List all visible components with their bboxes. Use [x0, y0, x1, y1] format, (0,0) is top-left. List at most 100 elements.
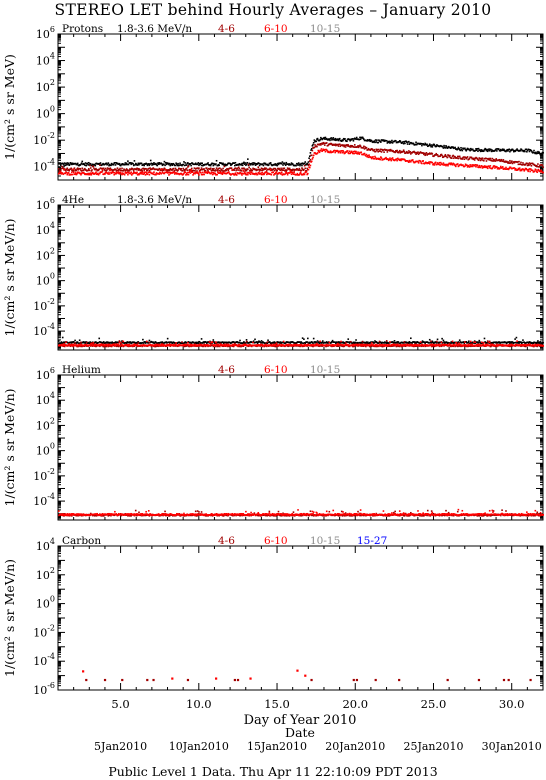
data-point — [353, 146, 355, 148]
data-point — [215, 341, 217, 343]
data-point — [408, 344, 410, 347]
data-point — [149, 163, 151, 165]
data-point — [221, 163, 224, 166]
data-point — [211, 341, 214, 344]
data-point — [456, 345, 459, 348]
data-point — [314, 342, 316, 344]
data-point — [485, 160, 488, 162]
data-point — [448, 155, 451, 158]
data-point — [223, 164, 226, 166]
data-point — [411, 345, 413, 347]
data-point — [137, 162, 140, 165]
data-point — [469, 149, 471, 152]
data-point — [335, 342, 337, 345]
data-point — [196, 163, 199, 165]
data-point — [223, 343, 226, 346]
data-point — [312, 141, 315, 144]
data-point — [518, 168, 520, 171]
data-point — [298, 174, 301, 176]
data-point — [311, 149, 314, 152]
data-point — [205, 344, 207, 346]
data-point — [276, 164, 278, 167]
data-point — [410, 160, 412, 163]
data-point — [106, 163, 109, 166]
data-point — [163, 160, 166, 163]
data-point — [436, 163, 438, 166]
data-point — [282, 169, 285, 171]
data-point — [94, 168, 97, 171]
data-point — [475, 157, 478, 159]
data-point — [389, 142, 391, 144]
data-point — [250, 162, 253, 165]
data-point — [99, 163, 101, 166]
data-point — [522, 339, 524, 341]
data-point — [181, 164, 183, 167]
data-point — [436, 162, 439, 164]
data-point — [369, 140, 372, 143]
data-point — [391, 345, 394, 347]
data-point — [498, 168, 501, 170]
data-point — [205, 345, 208, 347]
data-point — [113, 343, 116, 345]
data-point — [128, 170, 131, 172]
data-point — [442, 162, 445, 164]
data-point — [523, 149, 526, 152]
data-point — [425, 152, 428, 154]
data-point — [203, 173, 205, 176]
data-point — [481, 158, 483, 161]
data-point — [300, 169, 303, 172]
data-point — [347, 144, 350, 146]
data-point — [211, 171, 213, 174]
data-point — [159, 168, 161, 170]
data-point — [220, 169, 223, 171]
data-point — [83, 345, 86, 348]
data-point — [540, 152, 542, 155]
data-point — [415, 342, 417, 345]
data-point — [200, 171, 202, 174]
data-point — [228, 171, 230, 173]
data-point — [245, 163, 248, 166]
data-point — [406, 344, 408, 347]
data-point — [262, 173, 264, 176]
data-point — [501, 166, 504, 168]
data-point — [433, 154, 436, 157]
data-point — [460, 148, 463, 151]
data-point — [505, 150, 507, 153]
data-point — [71, 163, 73, 166]
data-point — [348, 150, 351, 153]
data-point — [297, 162, 300, 164]
data-point — [438, 163, 440, 166]
data-point — [147, 167, 150, 170]
data-point — [215, 342, 218, 345]
data-point — [319, 142, 322, 145]
data-point — [367, 344, 370, 347]
data-point — [445, 146, 448, 148]
data-point — [467, 341, 469, 344]
data-point — [175, 172, 177, 174]
data-point — [72, 170, 75, 172]
data-point — [145, 168, 147, 170]
data-point — [99, 344, 102, 347]
data-point — [344, 341, 347, 344]
data-point — [184, 162, 187, 164]
data-point — [464, 165, 466, 167]
data-point — [374, 343, 377, 346]
data-point — [67, 168, 70, 171]
data-point — [251, 169, 254, 172]
data-point — [174, 343, 177, 346]
data-point — [436, 338, 439, 341]
data-point — [71, 344, 73, 347]
data-point — [316, 152, 319, 154]
data-point — [307, 172, 309, 175]
data-point — [429, 144, 432, 147]
data-point — [507, 150, 509, 152]
data-point — [146, 163, 148, 165]
chart-title: STEREO LET behind Hourly Averages – Janu… — [54, 1, 492, 19]
data-point — [184, 171, 187, 174]
data-point — [280, 344, 282, 347]
data-point — [449, 342, 452, 345]
data-point — [166, 170, 168, 172]
data-point — [347, 338, 350, 340]
data-point — [255, 172, 258, 175]
